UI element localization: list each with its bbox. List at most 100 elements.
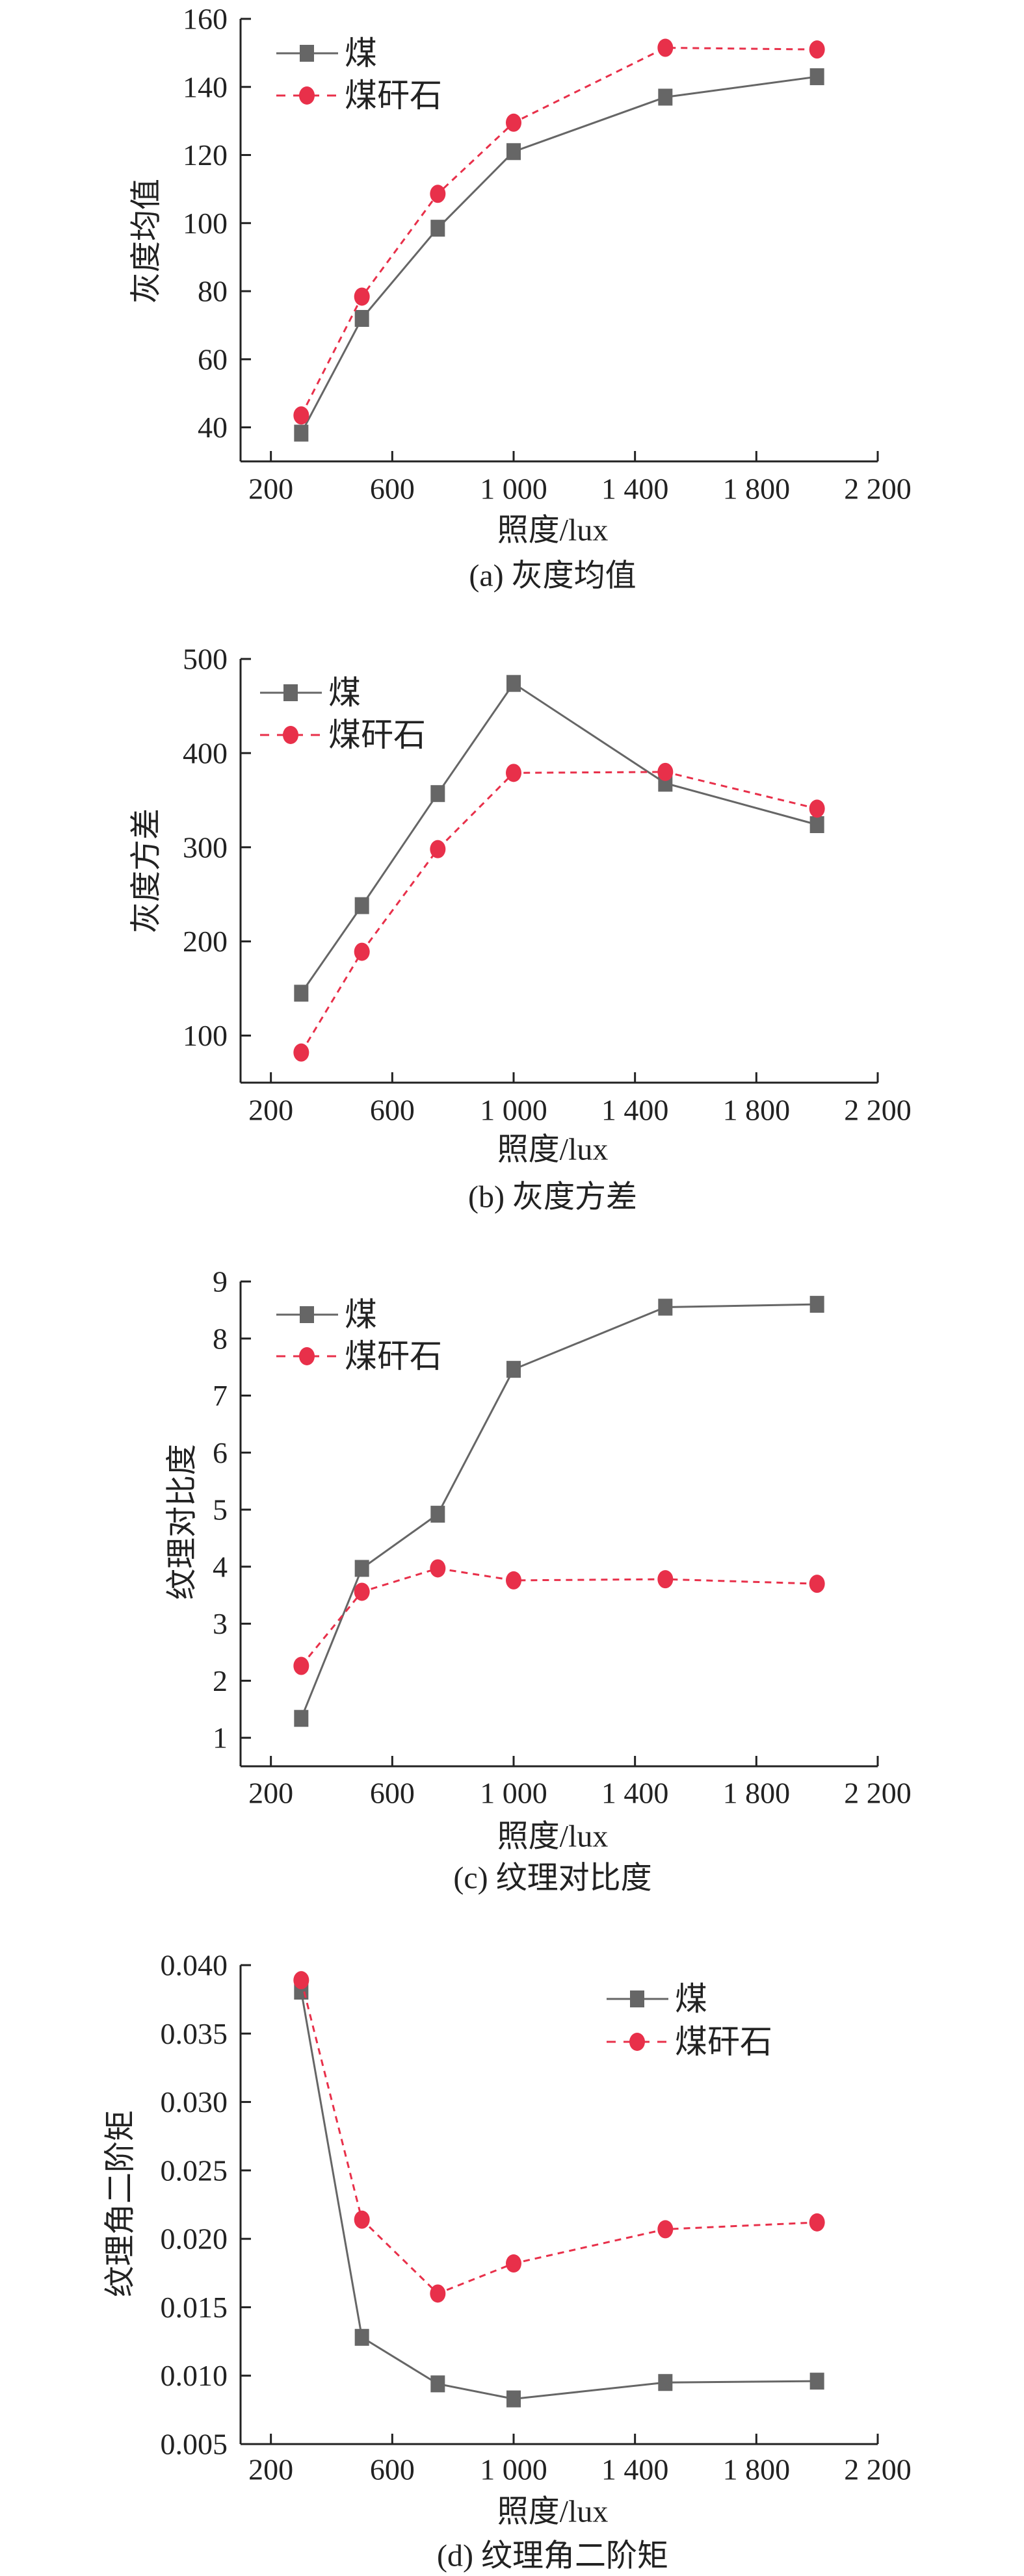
data-point <box>809 68 824 86</box>
y-tick-label: 1 <box>213 1721 228 1755</box>
y-tick-label: 200 <box>183 925 228 958</box>
legend-label: 煤矸石 <box>345 77 442 114</box>
x-tick-label: 1 400 <box>601 1094 669 1127</box>
data-point <box>293 406 309 425</box>
series-line <box>300 75 817 434</box>
y-tick-label: 0.010 <box>161 2359 228 2392</box>
series-line <box>300 1990 817 2401</box>
series-coal <box>294 1296 824 1727</box>
data-point <box>658 2374 673 2391</box>
y-tick-label: 5 <box>213 1493 228 1526</box>
data-point <box>809 1296 824 1313</box>
y-tick-label: 9 <box>213 1265 228 1298</box>
data-point <box>430 785 445 803</box>
x-axis-label: 照度/lux <box>497 1133 609 1167</box>
legend-marker <box>299 1347 315 1365</box>
chart-panel: 200 600 1 000 1 400 1 800 2 200 100 200 300 400 50… <box>129 643 912 1215</box>
data-point <box>809 40 825 59</box>
series-line <box>300 682 818 994</box>
chart-caption: (a) 灰度均值 <box>469 559 636 593</box>
x-tick-label: 200 <box>248 2453 293 2486</box>
y-tick-label: 500 <box>183 643 228 676</box>
x-tick-label: 1 800 <box>723 1777 791 1810</box>
y-tick-label: 100 <box>183 1019 228 1052</box>
data-point <box>354 1582 370 1601</box>
series-line <box>300 47 817 416</box>
y-tick-label: 160 <box>183 3 228 36</box>
y-tick-label: 40 <box>198 411 228 444</box>
legend-item-coal: 煤 <box>260 675 361 711</box>
legend-marker <box>283 726 298 744</box>
legend-marker <box>299 86 315 105</box>
series-gangue <box>293 38 825 425</box>
data-point <box>354 2328 369 2346</box>
y-axis-label: 纹理角二阶矩 <box>103 2110 138 2297</box>
y-axis-label: 灰度均值 <box>129 179 164 303</box>
data-point <box>430 185 446 203</box>
y-tick-label: 140 <box>183 70 228 103</box>
series-gangue <box>293 1559 825 1675</box>
x-tick-label: 600 <box>370 2453 415 2486</box>
legend-item-gangue: 煤矸石 <box>607 2024 772 2060</box>
data-point <box>809 2213 825 2232</box>
data-point <box>809 816 824 834</box>
x-tick-label: 1 800 <box>723 2453 791 2486</box>
legend-marker <box>283 684 298 701</box>
data-point <box>658 1298 673 1316</box>
legend-item-gangue: 煤矸石 <box>276 1338 442 1374</box>
y-tick-label: 300 <box>183 831 228 864</box>
data-point <box>809 2373 824 2390</box>
series-line <box>300 771 818 1053</box>
series-gangue <box>293 1971 825 2303</box>
data-point <box>354 942 370 961</box>
chart-caption: (d) 纹理角二阶矩 <box>437 2539 668 2573</box>
data-point <box>506 675 521 692</box>
y-tick-label: 80 <box>198 275 228 308</box>
x-tick-label: 200 <box>248 1777 293 1810</box>
legend-item-coal: 煤 <box>276 1296 377 1333</box>
data-point <box>506 1361 521 1378</box>
data-point <box>294 985 309 1002</box>
x-tick-label: 1 000 <box>480 2453 547 2486</box>
y-tick-label: 0.030 <box>161 2085 228 2119</box>
legend-label: 煤矸石 <box>328 717 426 753</box>
data-point <box>657 1570 674 1589</box>
x-axis-label: 照度/lux <box>497 1820 609 1854</box>
x-tick-label: 600 <box>370 472 415 506</box>
x-tick-label: 600 <box>370 1094 415 1127</box>
y-tick-label: 6 <box>213 1436 228 1469</box>
legend-item-gangue: 煤矸石 <box>260 717 426 753</box>
legend-item-coal: 煤 <box>607 1981 707 2017</box>
legend-label: 煤 <box>328 675 361 711</box>
data-point <box>657 2220 674 2239</box>
y-tick-label: 0.035 <box>161 2017 228 2050</box>
data-point <box>294 424 309 442</box>
data-point <box>294 1710 309 1727</box>
chart-panel: 200 600 1 000 1 400 1 800 2 200 40 60 80 100 120 14… <box>129 3 912 593</box>
chart-caption: (b) 灰度方差 <box>468 1180 637 1215</box>
data-point <box>430 1559 446 1578</box>
series-gangue <box>293 762 825 1062</box>
x-tick-label: 1 400 <box>601 1777 669 1810</box>
x-axis-label: 照度/lux <box>497 513 609 548</box>
data-point <box>293 1043 309 1062</box>
data-point <box>354 2210 370 2229</box>
legend-marker <box>300 1306 314 1323</box>
series-coal <box>294 68 824 442</box>
data-point <box>809 1575 825 1593</box>
y-axis-label: 灰度方差 <box>129 808 164 933</box>
y-tick-label: 7 <box>213 1379 228 1412</box>
x-tick-label: 2 200 <box>844 472 912 506</box>
legend-item-gangue: 煤矸石 <box>276 77 442 114</box>
data-point <box>506 2390 521 2408</box>
x-tick-label: 1 400 <box>601 2453 669 2486</box>
x-tick-label: 1 800 <box>723 472 791 506</box>
series-line <box>300 1303 817 1719</box>
x-tick-label: 2 200 <box>844 2453 912 2486</box>
series-line <box>300 1567 817 1667</box>
data-point <box>430 1506 445 1523</box>
x-tick-label: 1 000 <box>480 1094 547 1127</box>
chart-panel: 200 600 1 000 1 400 1 800 2 200 1 2 3 4 5 6 7 8 9 照度/lu… <box>165 1265 912 1896</box>
legend-label: 煤矸石 <box>675 2024 772 2060</box>
y-tick-label: 2 <box>213 1664 228 1697</box>
